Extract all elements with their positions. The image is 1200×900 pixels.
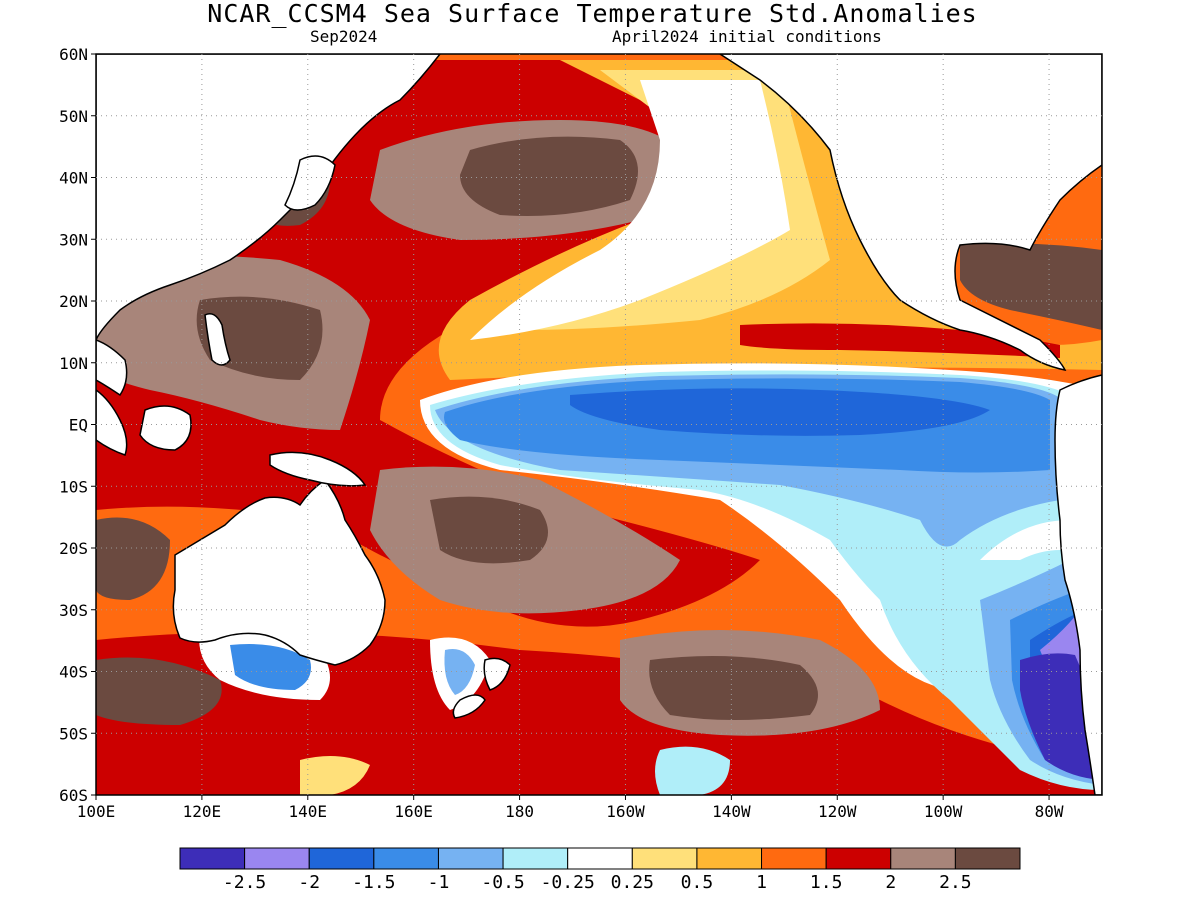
axis-ticks: 60N50N40N30N20N10NEQ10S20S30S40S50S60S10… xyxy=(59,45,1064,821)
colorbar-label: -2.5 xyxy=(223,872,266,893)
colorbar-label: -1 xyxy=(428,872,450,893)
anomaly-deep-south-cool xyxy=(655,746,730,795)
chart-title: NCAR_CCSM4 Sea Surface Temperature Std.A… xyxy=(207,0,978,28)
colorbar-swatch xyxy=(244,847,310,870)
forecast-month: Sep2024 xyxy=(310,27,378,46)
japan-land xyxy=(284,155,336,211)
asia-land xyxy=(96,54,441,341)
anomaly-south-australia-blue xyxy=(230,644,311,690)
colorbar: -2.5 -2 -1.5 -1 -0.5 -0.25 0.25 0.5 1 1.5 2 2.5 xyxy=(179,847,1021,893)
indochina-land xyxy=(96,339,128,397)
new-guinea-land xyxy=(269,451,367,487)
anomaly-equatorial-deep-core xyxy=(570,388,990,436)
y-tick-label: 10S xyxy=(59,477,88,496)
colorbar-label: 0.5 xyxy=(681,872,714,893)
colorbar-label: -0.25 xyxy=(541,872,595,893)
y-tick-label: 40N xyxy=(59,169,88,188)
colorbar-label: -0.5 xyxy=(481,872,524,893)
y-tick-label: 20N xyxy=(59,292,88,311)
anomaly-south-core xyxy=(649,656,818,720)
anomaly-caribbean-high xyxy=(960,243,1102,330)
x-tick-label: 120E xyxy=(183,802,222,821)
x-tick-label: 120W xyxy=(818,802,857,821)
anomaly-sw-pacific-core xyxy=(430,496,548,564)
colorbar-label: 2.5 xyxy=(939,872,972,893)
x-tick-label: 140E xyxy=(289,802,328,821)
x-tick-label: 180 xyxy=(505,802,534,821)
nz-north-land xyxy=(483,657,511,691)
colorbar-label: 0.25 xyxy=(611,872,654,893)
y-tick-label: 40S xyxy=(59,663,88,682)
sumatra-land xyxy=(96,389,128,456)
anomaly-nz-blue xyxy=(444,649,475,695)
y-tick-label: 30N xyxy=(59,230,88,249)
anomaly-nw-pacific-core xyxy=(460,136,638,216)
grid-lines xyxy=(96,54,1102,795)
y-tick-label: 60S xyxy=(59,786,88,805)
colorbar-swatch xyxy=(437,847,504,870)
x-tick-label: 160E xyxy=(394,802,433,821)
colorbar-label: -2 xyxy=(298,872,320,893)
anomaly-far-south-high xyxy=(96,657,222,725)
anomaly-southwest-cool xyxy=(300,756,370,795)
borneo-land xyxy=(139,405,192,451)
colorbar-swatch xyxy=(761,847,827,870)
colorbar-label: 1.5 xyxy=(810,872,843,893)
colorbar-swatch xyxy=(825,847,892,870)
initial-conditions: April2024 initial conditions xyxy=(612,27,882,46)
x-tick-label: 100W xyxy=(924,802,963,821)
x-tick-label: 100E xyxy=(77,802,116,821)
x-tick-label: 80W xyxy=(1035,802,1064,821)
colorbar-swatch xyxy=(696,847,763,870)
colorbar-label: 1 xyxy=(756,872,767,893)
y-tick-label: 30S xyxy=(59,601,88,620)
colorbar-label: -1.5 xyxy=(352,872,395,893)
australia-land xyxy=(172,478,386,666)
colorbar-swatch xyxy=(308,847,375,870)
y-tick-label: EQ xyxy=(69,416,88,435)
y-tick-label: 20S xyxy=(59,539,88,558)
y-tick-label: 60N xyxy=(59,45,88,64)
y-tick-label: 50N xyxy=(59,107,88,126)
anomaly-indian-ocean-high xyxy=(96,517,170,600)
colorbar-swatch xyxy=(179,847,246,870)
north-america-land xyxy=(718,54,1102,372)
colorbar-swatch xyxy=(502,847,569,870)
anomaly-ne-pacific-neutral xyxy=(470,80,790,340)
x-tick-label: 140W xyxy=(712,802,751,821)
x-tick-label: 160W xyxy=(606,802,645,821)
colorbar-swatch xyxy=(954,847,1021,870)
y-tick-label: 50S xyxy=(59,724,88,743)
y-tick-label: 10N xyxy=(59,354,88,373)
colorbar-label: 2 xyxy=(885,872,896,893)
anomaly-band-south xyxy=(96,632,1102,795)
anomaly-subtropical-red-strip xyxy=(740,323,1060,358)
nz-south-land xyxy=(452,694,486,719)
philippines-land xyxy=(204,313,231,366)
colorbar-swatch xyxy=(890,847,956,870)
colorbar-swatch xyxy=(631,847,698,870)
colorbar-swatch xyxy=(373,847,439,870)
colorbar-swatch xyxy=(567,847,633,870)
